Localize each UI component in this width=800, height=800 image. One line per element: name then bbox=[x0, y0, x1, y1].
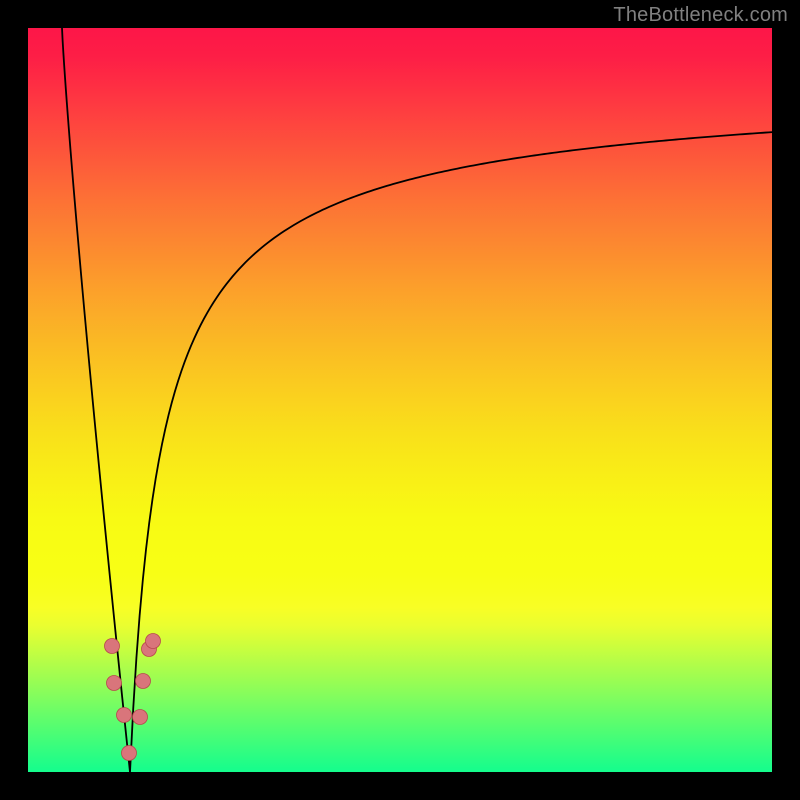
data-point bbox=[146, 634, 161, 649]
plot-background bbox=[28, 28, 772, 772]
data-point bbox=[122, 746, 137, 761]
data-point bbox=[136, 674, 151, 689]
data-point bbox=[133, 710, 148, 725]
data-point bbox=[107, 676, 122, 691]
data-point bbox=[105, 639, 120, 654]
attribution-text: TheBottleneck.com bbox=[613, 4, 788, 27]
bottleneck-chart bbox=[0, 0, 800, 800]
data-point bbox=[117, 708, 132, 723]
